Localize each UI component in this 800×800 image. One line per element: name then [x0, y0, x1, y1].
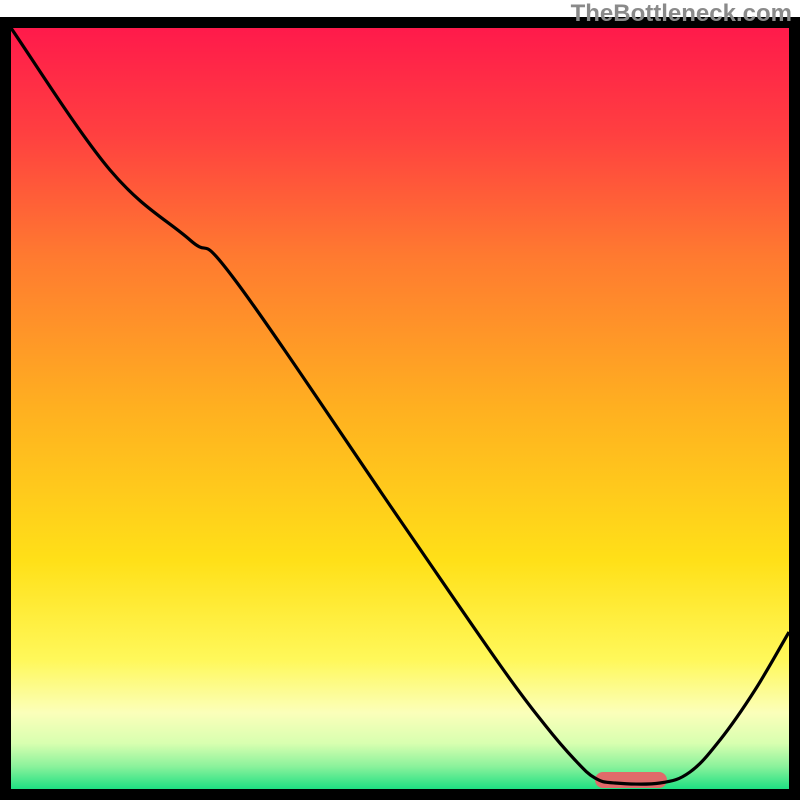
optimal-zone-marker: [595, 772, 667, 788]
chart-frame: [0, 17, 800, 800]
watermark-text: TheBottleneck.com: [571, 0, 792, 28]
